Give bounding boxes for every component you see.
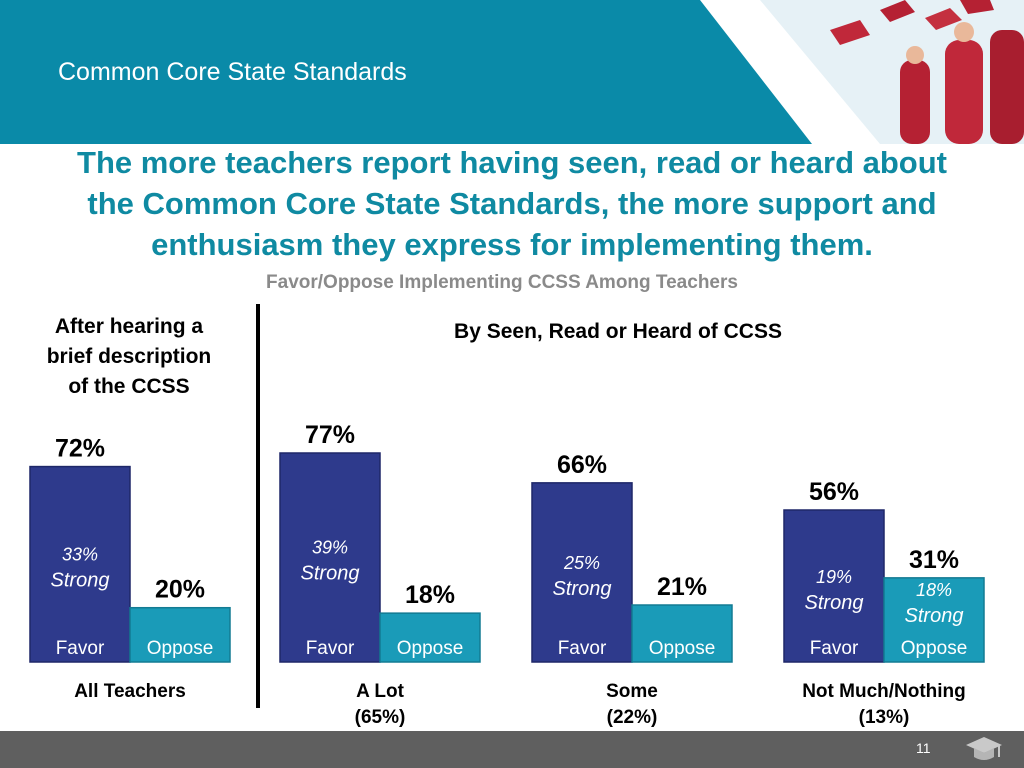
bar-value-label: 56%: [809, 478, 859, 506]
oppose-bar: [379, 612, 481, 663]
left-panel-title-line: brief description: [46, 345, 212, 368]
favor-label: Favor: [558, 638, 607, 659]
strong-percent-label: 19%: [816, 567, 852, 587]
category-label: All Teachers: [74, 681, 186, 702]
left-panel-title-line: of the CCSS: [68, 375, 190, 398]
favor-label: Favor: [56, 638, 105, 659]
category-sublabel: (22%): [607, 707, 658, 728]
header-teal-band: [0, 0, 812, 144]
strong-percent-label: 33%: [62, 544, 98, 564]
graduation-cap-icon: [966, 737, 1002, 760]
bar-value-label: 20%: [155, 576, 205, 604]
strong-label: Strong: [805, 592, 864, 614]
panel-divider: [256, 304, 260, 708]
bar-value-label: 18%: [405, 581, 455, 609]
section-title: Common Core State Standards: [58, 58, 407, 86]
left-panel-title: After hearing a brief description of the…: [18, 312, 240, 402]
left-panel-title-line: After hearing a: [54, 315, 204, 338]
headline-line: The more teachers report having seen, re…: [77, 145, 947, 180]
favor-label: Favor: [306, 638, 355, 659]
favor-label: Favor: [810, 638, 859, 659]
oppose-label: Oppose: [397, 638, 464, 659]
bar-value-label: 66%: [557, 451, 607, 479]
right-panel-title: By Seen, Read or Heard of CCSS: [454, 320, 782, 343]
favor-bar: [783, 509, 885, 663]
header-graphic: [0, 0, 1024, 144]
strong-label: Strong: [301, 562, 360, 584]
strong-label: Strong: [905, 605, 964, 627]
strong-percent-label: 39%: [312, 537, 348, 557]
strong-label: Strong: [553, 578, 612, 600]
oppose-label: Oppose: [649, 638, 716, 659]
favor-bar: [279, 452, 381, 663]
favor-bar: [29, 465, 131, 663]
category-label: A Lot: [356, 681, 405, 702]
category-label: Not Much/Nothing: [802, 681, 966, 702]
strong-label: Strong: [51, 569, 110, 591]
oppose-bar: [129, 606, 231, 663]
chart-subtitle: Favor/Oppose Implementing CCSS Among Tea…: [266, 272, 738, 293]
page-number: 11: [916, 740, 931, 756]
bar-value-label: 21%: [657, 573, 707, 601]
bar-value-label: 72%: [55, 435, 105, 463]
oppose-label: Oppose: [901, 638, 968, 659]
strong-percent-label: 25%: [563, 553, 600, 573]
bar-value-label: 31%: [909, 546, 959, 574]
headline-line: enthusiasm they express for implementing…: [151, 227, 873, 262]
category-label: Some: [606, 681, 658, 702]
headline: The more teachers report having seen, re…: [0, 142, 1024, 265]
graduates-photo-figures: [830, 0, 1024, 144]
oppose-label: Oppose: [147, 638, 214, 659]
header-band: [0, 0, 1024, 144]
bar-value-label: 77%: [305, 421, 355, 449]
oppose-bar: [631, 604, 733, 663]
strong-percent-label: 18%: [916, 580, 952, 600]
footer-bar: 11: [0, 731, 1024, 768]
favor-bar: [531, 482, 633, 663]
category-sublabel: (65%): [355, 707, 406, 728]
category-sublabel: (13%): [859, 707, 910, 728]
oppose-bar: [883, 577, 985, 663]
headline-line: the Common Core State Standards, the mor…: [87, 186, 937, 221]
